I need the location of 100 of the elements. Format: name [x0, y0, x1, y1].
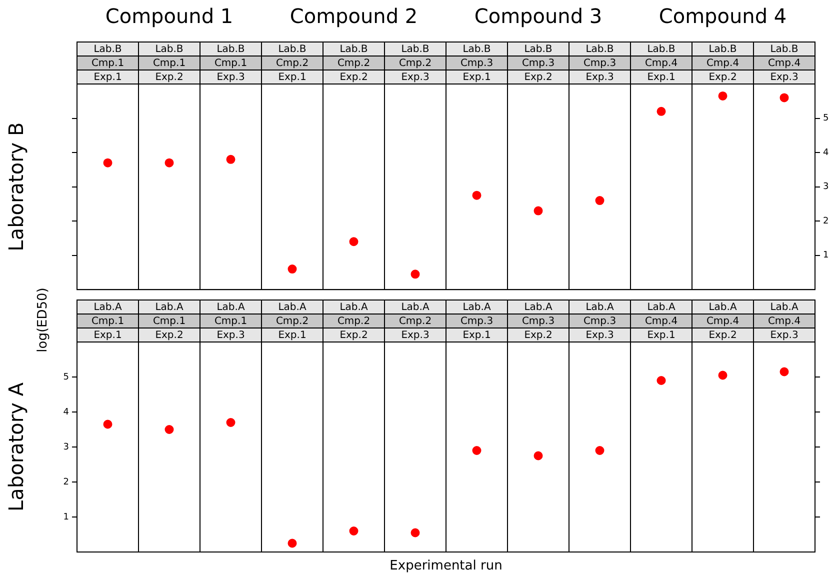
x-tick-label: Exp.1 — [647, 330, 676, 342]
x-tick-label: Exp.1 — [278, 330, 306, 342]
y2-tick-label: 5 — [823, 114, 829, 124]
x-tick-label: Exp.3 — [216, 330, 245, 342]
text: Cmp.2 — [276, 316, 309, 328]
y-tick-label: 3 — [63, 442, 69, 452]
text: Cmp.4 — [644, 58, 678, 70]
point — [288, 264, 297, 274]
y-tick-label: 2 — [63, 477, 69, 488]
text: Cmp.3 — [522, 316, 555, 328]
x-tick-label: Exp.1 — [462, 330, 491, 342]
text: Lab.A — [278, 302, 306, 314]
y2-tick-label: 3 — [823, 182, 829, 192]
text: Cmp.1 — [91, 58, 124, 70]
y-tick-label: 4 — [63, 407, 70, 418]
text: Compound 4 — [658, 4, 787, 28]
x-tick-label: Exp.2 — [340, 330, 368, 342]
text: Compound 3 — [474, 4, 602, 28]
x-tick-label: Exp.1 — [647, 72, 676, 84]
text: Cmp.3 — [522, 58, 555, 70]
x-tick-label: Exp.1 — [94, 330, 122, 342]
point — [103, 158, 112, 168]
y-axis-title: Laboratory B — [4, 122, 28, 252]
point — [780, 367, 789, 376]
x-tick-label: Exp.1 — [462, 72, 491, 84]
y2-tick-label: 2 — [823, 216, 829, 226]
x-tick-label: Exp.2 — [708, 72, 737, 84]
text: Cmp.1 — [214, 316, 248, 328]
text: Cmp.1 — [214, 58, 248, 70]
text: Lab.A — [586, 302, 614, 314]
text: Lab.B — [216, 44, 245, 56]
text: Lab.B — [770, 44, 798, 56]
point — [656, 376, 666, 385]
text: Compound 2 — [290, 4, 418, 28]
text: Lab.B — [278, 44, 306, 56]
text: log(ED50) — [35, 288, 50, 352]
text: Cmp.3 — [583, 316, 616, 328]
point — [656, 106, 666, 116]
point — [288, 538, 297, 548]
text: Lab.A — [340, 302, 368, 314]
point — [595, 196, 604, 206]
point — [718, 370, 728, 380]
point — [410, 270, 420, 279]
x-tick-label: Exp.3 — [586, 330, 614, 342]
x-tick-label: Exp.1 — [278, 72, 306, 84]
point — [472, 446, 482, 455]
x-tick-label: Exp.2 — [155, 330, 184, 342]
text: Lab.A — [462, 302, 491, 314]
text: Lab.B — [340, 44, 368, 56]
point — [103, 420, 112, 429]
x-tick-label: Exp.2 — [524, 330, 552, 342]
x-axis-title: Experimental run — [390, 558, 502, 574]
y-tick-label: 5 — [63, 372, 69, 382]
text: Lab.B — [586, 44, 614, 56]
text: Lab.B — [708, 44, 737, 56]
x-tick-label: Exp.3 — [216, 72, 245, 84]
text: Lab.A — [401, 302, 430, 314]
text: Cmp.3 — [460, 316, 494, 328]
text: Lab.A — [155, 302, 184, 314]
text: Lab.B — [155, 44, 184, 56]
text: Lab.A — [708, 302, 737, 314]
x-tick-label: Exp.3 — [401, 72, 430, 84]
text: Lab.A — [94, 302, 122, 314]
text: Cmp.4 — [706, 58, 740, 70]
text: Lab.A — [524, 302, 552, 314]
point — [164, 158, 174, 168]
text: Lab.B — [94, 44, 122, 56]
x-tick-label: Exp.2 — [340, 72, 368, 84]
x-tick-label: Exp.2 — [155, 72, 184, 84]
x-tick-label: Exp.2 — [708, 330, 737, 342]
text: Cmp.4 — [768, 316, 801, 328]
text: Cmp.3 — [583, 58, 616, 70]
y-axis-title: Laboratory A — [4, 382, 28, 512]
text: Cmp.2 — [398, 316, 432, 328]
text: Lab.B — [401, 44, 430, 56]
point — [226, 154, 236, 164]
point — [349, 237, 358, 246]
text: Lab.B — [524, 44, 552, 56]
text: Cmp.4 — [768, 58, 801, 70]
text: Cmp.3 — [460, 58, 494, 70]
point — [349, 526, 358, 536]
x-tick-label: Exp.1 — [94, 72, 122, 84]
text: Lab.A — [770, 302, 798, 314]
x-tick-label: Exp.2 — [524, 72, 552, 84]
text: Cmp.1 — [152, 316, 186, 328]
point — [534, 451, 543, 460]
text: Lab.A — [216, 302, 245, 314]
text: Cmp.4 — [706, 316, 740, 328]
y2-tick-label: 4 — [823, 148, 829, 158]
text: Cmp.4 — [644, 316, 678, 328]
x-tick-label: Exp.3 — [401, 330, 430, 342]
text: Cmp.1 — [152, 58, 186, 70]
y2-tick-label: 1 — [823, 250, 829, 261]
text: Cmp.1 — [91, 316, 124, 328]
y-tick-label: 1 — [63, 512, 69, 522]
x-tick-label: Exp.3 — [770, 72, 798, 84]
text: Cmp.2 — [337, 58, 370, 70]
point — [472, 190, 482, 200]
text: Lab.B — [647, 44, 676, 56]
point — [534, 206, 543, 216]
